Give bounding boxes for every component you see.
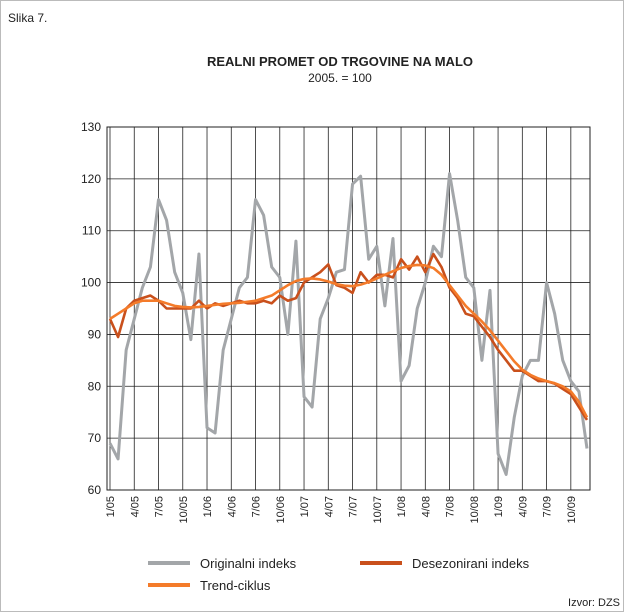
x-tick-label: 7/06	[251, 496, 263, 517]
x-tick-label: 7/07	[348, 496, 360, 517]
y-tick-label: 80	[88, 379, 102, 393]
chart-subtitle: 2005. = 100	[308, 71, 372, 85]
figure-label: Slika 7.	[8, 11, 47, 25]
x-tick-label: 4/08	[420, 496, 432, 517]
x-tick-label: 4/05	[129, 496, 141, 517]
y-tick-label: 110	[82, 224, 101, 238]
x-tick-label: 1/07	[299, 496, 311, 517]
x-tick-label: 10/06	[275, 496, 287, 524]
x-tick-label: 4/06	[226, 496, 238, 517]
legend-label: Trend-ciklus	[200, 578, 271, 593]
y-tick-label: 60	[88, 483, 102, 497]
series-line	[109, 263, 589, 418]
x-tick-label: 1/09	[493, 496, 505, 517]
y-tick-label: 120	[81, 172, 101, 186]
legend-label: Desezonirani indeks	[412, 556, 530, 571]
y-tick-label: 130	[81, 120, 101, 134]
x-tick-label: 7/08	[445, 496, 457, 517]
legend-label: Originalni indeks	[200, 556, 297, 571]
x-tick-label: 10/07	[372, 496, 384, 524]
y-tick-label: 90	[88, 327, 102, 341]
source: Izvor: DZS	[568, 597, 620, 609]
x-tick-label: 7/09	[542, 496, 554, 517]
x-tick-label: 10/09	[566, 496, 578, 524]
series-line	[108, 172, 589, 476]
x-tick-label: 10/08	[469, 496, 481, 524]
y-tick-label: 70	[88, 431, 102, 445]
x-tick-label: 4/07	[323, 496, 335, 517]
x-tick-label: 7/05	[154, 496, 166, 517]
y-tick-label: 100	[81, 276, 101, 290]
x-tick-label: 1/05	[105, 496, 117, 517]
x-tick-label: 1/08	[396, 496, 408, 517]
x-tick-label: 4/09	[517, 496, 529, 517]
chart-title: REALNI PROMET OD TRGOVINE NA MALO	[207, 54, 473, 69]
x-tick-label: 1/06	[202, 496, 214, 517]
x-tick-label: 10/05	[178, 496, 190, 524]
